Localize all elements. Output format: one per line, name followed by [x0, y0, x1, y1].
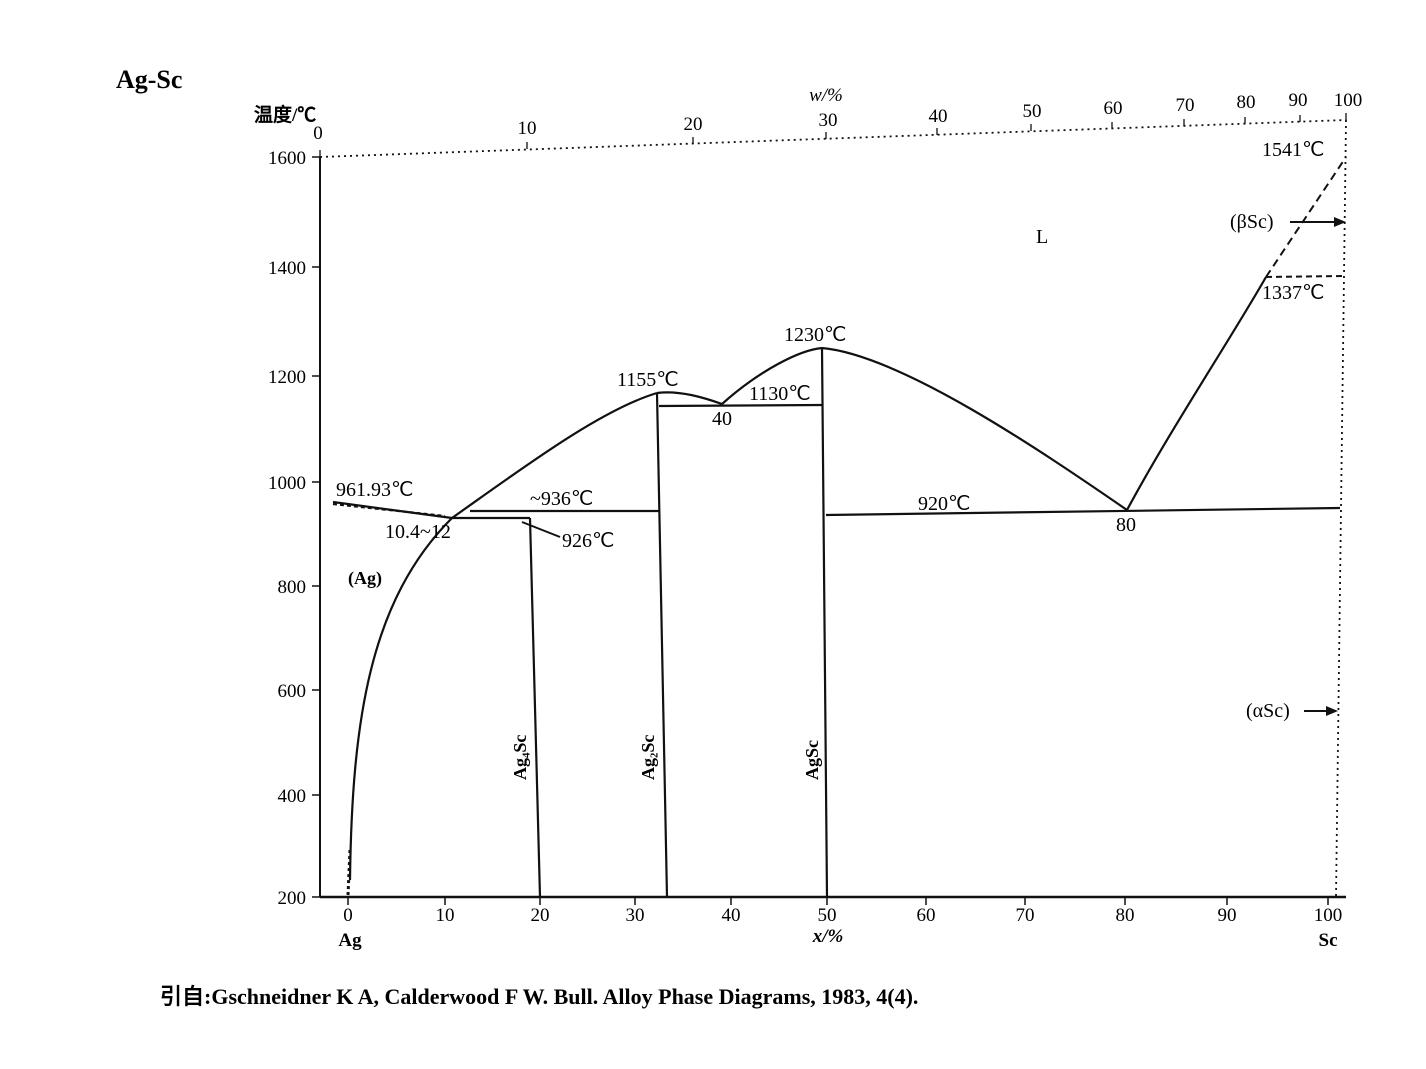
top-tick-label: 10	[518, 118, 537, 139]
liquidus-1337-to-1541	[1265, 156, 1347, 278]
right-element-label: Sc	[1319, 930, 1338, 951]
x-axis-label: x/%	[812, 926, 844, 947]
eutectic-920-label: 920℃	[918, 493, 970, 515]
y-tick-label: 1400	[268, 258, 306, 279]
agsc-line	[820, 347, 829, 898]
agsc-melting-label: 1230℃	[784, 324, 846, 346]
x-axis-ticks: 0 10 20 30 40 50 60 70 80 90 100	[343, 897, 1342, 926]
agsc-compound-label: AgSc	[802, 740, 822, 780]
ag-solvus-dashed	[346, 849, 352, 896]
x-tick-label: 80	[1116, 905, 1135, 926]
top-tick-label: 0	[313, 123, 323, 144]
x-tick-label: 20	[531, 905, 550, 926]
top-tick-label: 70	[1176, 95, 1195, 116]
x-tick-label: 90	[1218, 905, 1237, 926]
beta-sc-label: (βSc)	[1230, 211, 1274, 233]
top-tick-label: 60	[1104, 98, 1123, 119]
ag2sc-compound-label: Ag₂Sc	[638, 735, 658, 780]
x-tick-label: 50	[818, 905, 837, 926]
x-tick-label: 30	[626, 905, 645, 926]
y-tick-label: 400	[278, 786, 307, 807]
top-axis-ticks: 0 10 20 30 40 50 60 70 80 90 100	[313, 90, 1362, 157]
x-tick-label: 0	[343, 905, 353, 926]
y-tick-label: 600	[278, 681, 307, 702]
top-tick-label: 40	[929, 106, 948, 127]
y-axis-label: 温度/℃	[254, 103, 316, 126]
ag2sc-line	[655, 392, 669, 898]
x-tick-label: 10	[436, 905, 455, 926]
left-element-label: Ag	[338, 930, 362, 951]
liquid-region-label: L	[1036, 226, 1048, 248]
ag-solidus-dashed	[332, 502, 446, 518]
alpha-sc-label: (αSc)	[1246, 700, 1290, 722]
eutectic-920-line	[825, 506, 1341, 517]
top-tick-label: 30	[819, 110, 838, 131]
926-pointer	[521, 521, 561, 538]
ag4sc-line	[528, 517, 542, 898]
peritectic-936-label: ~936℃	[530, 488, 593, 510]
diagram-annotations: L 1541℃ (βSc) 1337℃ 1230℃ 1155℃ 1130℃ 40…	[336, 139, 1324, 722]
x-tick-label: 70	[1016, 905, 1035, 926]
allotropic-1337-line	[1265, 275, 1345, 278]
sc-melting-point-label: 1541℃	[1262, 139, 1324, 161]
ag4sc-compound-label: Ag₄Sc	[510, 735, 530, 780]
y-tick-label: 1600	[268, 148, 306, 169]
liquidus-1155-to-40	[656, 391, 723, 406]
y-tick-label: 200	[278, 888, 307, 909]
x-tick-label: 40	[722, 905, 741, 926]
liquidus-40-to-1230	[721, 346, 823, 405]
y-tick-label: 800	[278, 577, 307, 598]
beta-sc-arrowhead	[1334, 217, 1346, 227]
liquidus-1230-to-80	[821, 346, 1128, 511]
sc-transformation-label: 1337℃	[1262, 282, 1324, 304]
eutectic-80-composition: 80	[1116, 514, 1136, 536]
phase-boundaries	[332, 156, 1347, 898]
y-tick-label: 1200	[268, 367, 306, 388]
citation: 引自:Gschneidner K A, Calderwood F W. Bull…	[160, 984, 918, 1009]
eutectic-composition-label: 10.4~12	[385, 521, 451, 543]
top-tick-label: 100	[1334, 90, 1363, 111]
y-tick-label: 1000	[268, 473, 306, 494]
top-tick-label: 20	[684, 114, 703, 135]
eutectic-1130-label: 1130℃	[749, 383, 811, 405]
ag-melting-point-label: 961.93℃	[336, 479, 413, 501]
y-axis-ticks: 1600 1400 1200 1000 800 600 400 200	[268, 148, 320, 909]
top-axis-label: w/%	[809, 85, 843, 106]
ag-solid-solution-label: (Ag)	[348, 568, 382, 589]
liquidus-80-to-1337	[1126, 276, 1267, 511]
top-tick-label: 80	[1237, 92, 1256, 113]
x-tick-label: 60	[917, 905, 936, 926]
ag-solvus-curve	[348, 517, 453, 881]
x-tick-label: 100	[1314, 905, 1343, 926]
liquidus-to-1155	[451, 391, 658, 519]
top-tick-label: 50	[1023, 101, 1042, 122]
top-tick-label: 90	[1289, 90, 1308, 111]
eutectic-1130-line	[658, 403, 823, 408]
eutectic-926-label: 926℃	[562, 530, 614, 552]
alpha-sc-arrowhead	[1326, 706, 1338, 716]
eutectic-40-composition: 40	[712, 408, 732, 430]
system-title: Ag-Sc	[116, 65, 182, 94]
ag2sc-melting-label: 1155℃	[617, 369, 679, 391]
